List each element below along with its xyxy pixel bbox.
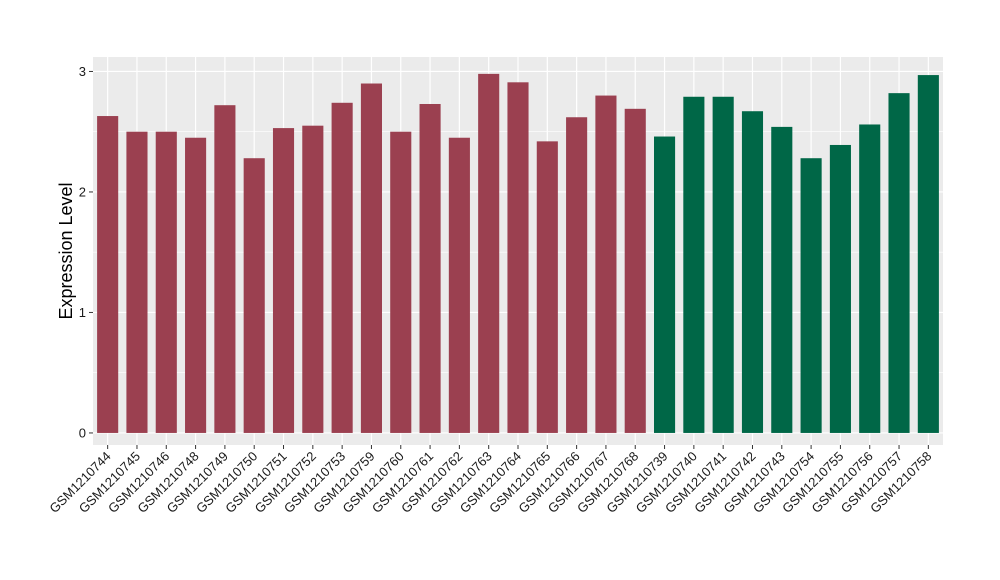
y-tick-label: 3: [79, 64, 86, 79]
bar-GSM1210741: [712, 96, 734, 433]
bar-GSM1210762: [448, 137, 470, 433]
bar-GSM1210748: [185, 137, 207, 433]
bar-GSM1210750: [243, 158, 265, 433]
bar-GSM1210760: [390, 131, 412, 433]
y-axis: 0 1 2 3: [79, 64, 93, 440]
bar-GSM1210763: [478, 73, 500, 433]
bar-GSM1210754: [800, 158, 822, 433]
bar-GSM1210767: [595, 95, 617, 433]
bar-GSM1210739: [654, 136, 676, 433]
bar-GSM1210758: [917, 75, 939, 433]
bar-GSM1210742: [741, 111, 764, 433]
bar-GSM1210764: [507, 82, 529, 433]
bar-GSM1210761: [419, 103, 441, 433]
bar-GSM1210752: [302, 125, 324, 433]
bars: [97, 73, 939, 433]
bar-GSM1210755: [829, 144, 851, 433]
bar-GSM1210740: [683, 96, 705, 433]
bar-GSM1210753: [331, 102, 353, 433]
bar-GSM1210749: [214, 105, 236, 433]
bar-GSM1210757: [888, 93, 910, 433]
bar-GSM1210751: [272, 128, 295, 433]
bar-GSM1210746: [155, 131, 177, 433]
bar-GSM1210744: [97, 116, 119, 433]
x-axis: GSM1210744GSM1210745GSM1210746GSM1210748…: [46, 445, 934, 516]
bar-GSM1210745: [126, 131, 148, 433]
bar-GSM1210766: [566, 117, 588, 433]
bar-GSM1210756: [859, 124, 881, 433]
bar-GSM1210743: [771, 126, 793, 433]
bar-GSM1210759: [360, 83, 382, 433]
y-tick-label: 0: [79, 425, 86, 440]
y-axis-title: Expression Level: [56, 182, 76, 319]
bar-GSM1210765: [536, 141, 558, 433]
bar-GSM1210768: [624, 108, 646, 433]
y-tick-label: 2: [79, 184, 86, 199]
y-tick-label: 1: [79, 305, 86, 320]
